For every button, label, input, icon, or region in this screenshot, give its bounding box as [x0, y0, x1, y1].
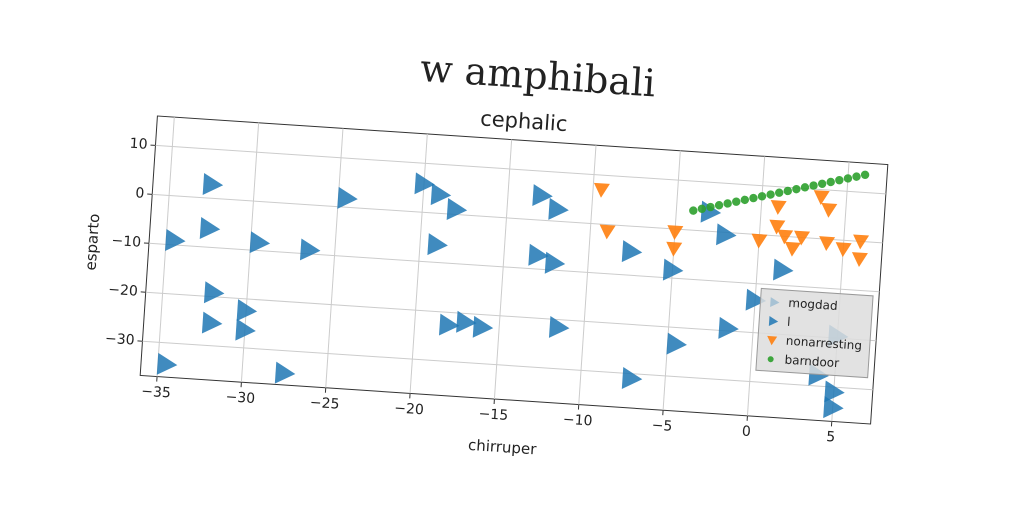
chart-subtitle: cephalic: [480, 106, 569, 136]
chart-title: w amphibali: [419, 46, 657, 106]
x-tick-label: −5: [651, 417, 673, 434]
x-tick-label: −25: [309, 395, 340, 413]
x-axis-label: chirruper: [468, 436, 538, 459]
x-tick-label: −30: [225, 389, 256, 407]
x-tick-label: −35: [141, 384, 172, 402]
x-tick-label: 0: [741, 423, 751, 440]
y-tick-label: −10: [111, 233, 142, 251]
x-tick-label: −10: [562, 412, 593, 430]
rotated-figure: w amphibali cephalic chirruper esparto −…: [71, 24, 894, 480]
y-tick-label: 0: [135, 185, 145, 202]
y-tick-label: 10: [129, 136, 148, 153]
x-tick-label: −15: [478, 406, 509, 424]
y-tick-label: −20: [108, 282, 139, 300]
x-tick-label: 5: [826, 429, 836, 446]
y-axis-label: esparto: [82, 213, 104, 271]
y-tick-label: −30: [104, 331, 135, 349]
x-tick-label: −20: [394, 400, 425, 418]
